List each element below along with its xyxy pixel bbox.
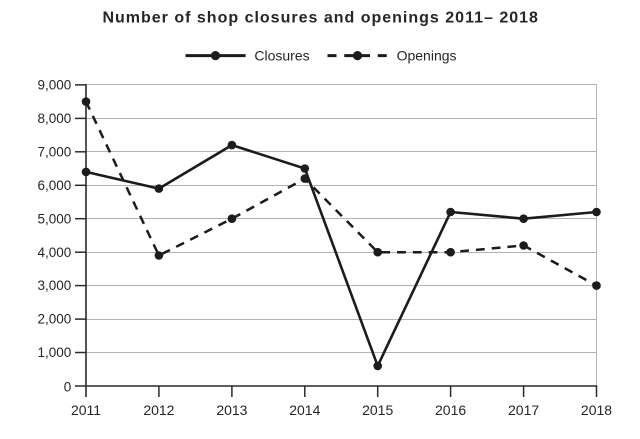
svg-text:9,000: 9,000 [38,78,72,93]
svg-text:Openings: Openings [397,48,457,64]
svg-text:2018: 2018 [581,402,612,418]
svg-text:Number of shop closures and op: Number of shop closures and openings 201… [102,9,538,26]
svg-text:2013: 2013 [216,402,247,418]
svg-text:2016: 2016 [435,402,466,418]
svg-text:2017: 2017 [508,402,539,418]
svg-text:2012: 2012 [143,402,174,418]
svg-text:2015: 2015 [362,402,393,418]
svg-text:2,000: 2,000 [38,312,72,327]
svg-text:2011: 2011 [71,402,101,418]
svg-text:7,000: 7,000 [38,144,72,159]
svg-text:3,000: 3,000 [38,278,72,293]
svg-text:5,000: 5,000 [38,211,72,226]
svg-text:1,000: 1,000 [38,345,72,360]
svg-text:8,000: 8,000 [38,111,72,126]
svg-text:Closures: Closures [254,48,309,64]
svg-text:6,000: 6,000 [38,178,72,193]
svg-text:4,000: 4,000 [38,245,72,260]
svg-text:2014: 2014 [289,402,320,418]
svg-text:0: 0 [64,379,72,394]
